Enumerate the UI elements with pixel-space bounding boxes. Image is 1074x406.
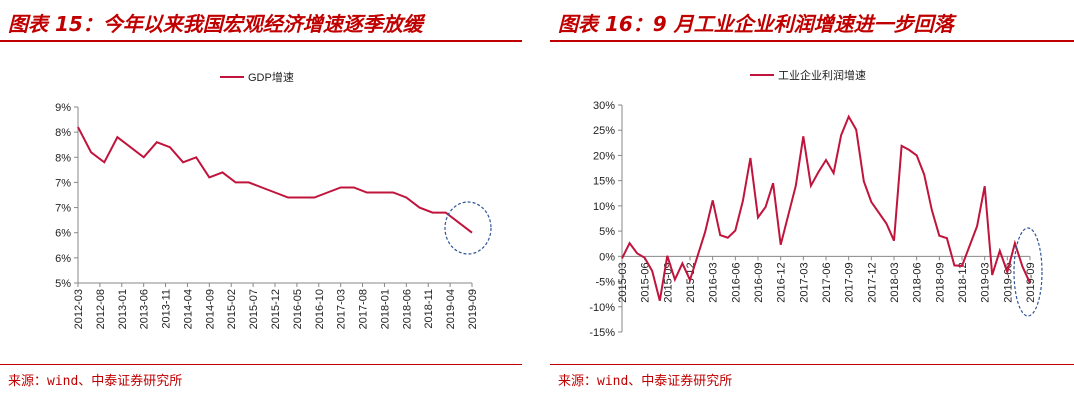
panel: 图表 15：今年以来我国宏观经济增速逐季放缓 5% 6% 6% 7% 7% 8% 8% 9% 2…	[0, 0, 522, 406]
chart: 5% 6% 6% 7% 7% 8% 8% 9% 2012-03 2012-08 2013-01 201…	[55, 70, 492, 329]
x-tick-label: 2016-09	[753, 262, 765, 302]
y-tick-label: 5%	[599, 226, 615, 238]
chart-title: 图表 15：今年以来我国宏观经济增速逐季放缓	[8, 12, 423, 36]
source-rule	[550, 364, 1074, 365]
legend-label: 工业企业利润增速	[778, 68, 866, 82]
x-tick-label: 2017-12	[866, 262, 878, 302]
x-tick-label: 2015-03	[617, 262, 629, 302]
y-tick-label: 15%	[593, 176, 615, 188]
title-rule	[0, 40, 522, 42]
y-tick-label: 8%	[55, 152, 71, 164]
x-tick-label: 2013-01	[117, 289, 129, 329]
x-tick-label: 2014-09	[204, 289, 216, 329]
y-tick-label: 0%	[599, 251, 615, 263]
x-tick-label: 2019-09	[467, 289, 479, 329]
x-tick-label: 2017-03	[336, 289, 348, 329]
x-tick-label: 2017-06	[821, 262, 833, 302]
x-tick-label: 2018-06	[912, 262, 924, 302]
x-tick-label: 2016-10	[314, 289, 326, 329]
x-tick-label: 2015-12	[270, 289, 282, 329]
x-tick-label: 2017-09	[844, 262, 856, 302]
x-tick-label: 2016-06	[730, 262, 742, 302]
x-tick-label: 2012-08	[95, 289, 107, 329]
title-rule	[550, 40, 1074, 42]
series-line	[77, 126, 473, 234]
x-tick-label: 2015-06	[640, 262, 652, 302]
x-tick-label: 2018-03	[889, 262, 901, 302]
x-tick-label: 2014-04	[182, 289, 194, 329]
x-tick-label: 2016-12	[776, 262, 788, 302]
x-tick-label: 2019-03	[980, 262, 992, 302]
y-tick-label: 6%	[55, 228, 71, 240]
highlight-ellipse	[1013, 227, 1043, 317]
y-tick-label: 30%	[593, 100, 615, 112]
x-tick-label: 2017-08	[358, 289, 370, 329]
x-tick-label: 2016-03	[708, 262, 720, 302]
y-tick-label: 20%	[593, 150, 615, 162]
y-tick-label: -15%	[589, 327, 615, 339]
y-tick-label: 7%	[55, 203, 71, 215]
x-tick-label: 2018-06	[401, 289, 413, 329]
source-rule	[0, 364, 522, 365]
legend-label: GDP增速	[248, 70, 294, 84]
x-tick-label: 2018-12	[957, 262, 969, 302]
x-tick-label: 2015-07	[248, 289, 260, 329]
y-tick-label: 9%	[55, 102, 71, 114]
highlight-ellipse	[444, 201, 492, 255]
y-tick-label: 7%	[55, 177, 71, 189]
x-tick-label: 2013-11	[161, 289, 173, 329]
x-tick-label: 2018-09	[934, 262, 946, 302]
x-tick-label: 2018-01	[379, 289, 391, 329]
source: 来源：wind、中泰证券研究所	[8, 374, 183, 389]
y-tick-label: 6%	[55, 253, 71, 265]
x-tick-label: 2018-11	[423, 289, 435, 329]
x-tick-label: 2019-06	[1002, 262, 1014, 302]
x-tick-label: 2019-04	[445, 289, 457, 329]
x-tick-label: 2015-02	[226, 289, 238, 329]
x-tick-label: 2016-05	[292, 289, 304, 329]
chart-title: 图表 16：9 月工业企业利润增速进一步回落	[558, 12, 954, 36]
y-tick-label: 25%	[593, 125, 615, 137]
y-tick-label: -10%	[589, 302, 615, 314]
source: 来源：wind、中泰证券研究所	[558, 374, 733, 389]
y-tick-label: 8%	[55, 127, 71, 139]
series-line	[621, 114, 1031, 301]
y-tick-label: 10%	[593, 201, 615, 213]
x-tick-label: 2013-06	[139, 289, 151, 329]
chart: -15% -10% -5% 0% 5% 10% 15% 20% 25% 30% 2015-03 201…	[589, 68, 1043, 339]
x-tick-label: 2012-03	[73, 289, 85, 329]
x-tick-label: 2019-09	[1025, 262, 1037, 302]
x-tick-label: 2015-12	[685, 262, 697, 302]
x-tick-label: 2015-09	[662, 262, 674, 302]
x-tick-label: 2017-03	[798, 262, 810, 302]
y-tick-label: -5%	[595, 277, 615, 289]
y-tick-label: 5%	[55, 278, 71, 290]
panel: 图表 16：9 月工业企业利润增速进一步回落 -15% -10% -5% 0% 5% 10…	[550, 0, 1074, 406]
